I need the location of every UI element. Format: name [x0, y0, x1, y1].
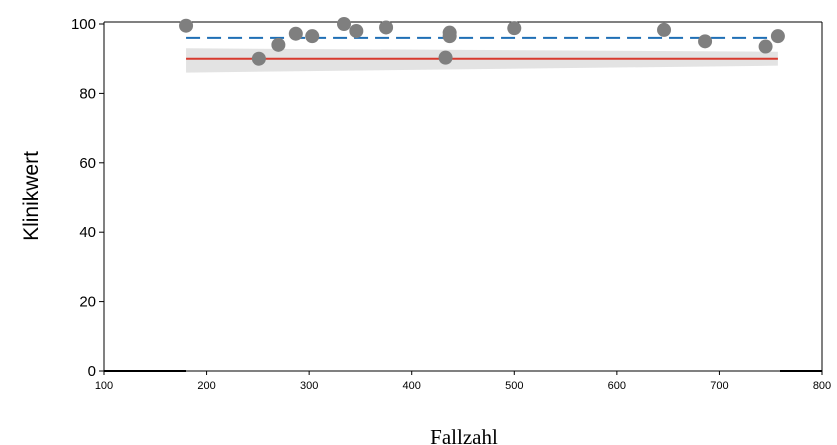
data-point-3	[288, 26, 303, 41]
y-tick-label-40: 40	[79, 224, 96, 241]
y-tick-layer: 0 20 40 60 80 100	[71, 16, 104, 380]
x-tick-label-600: 600	[608, 380, 626, 392]
y-tick-label-0: 0	[88, 363, 96, 380]
x-tick-layer: 100 200 300 400 500 600 700 800	[95, 371, 831, 392]
data-point-0	[179, 18, 194, 33]
data-point-14	[758, 39, 773, 54]
x-tick-label-300: 300	[300, 380, 318, 392]
reference-line-layer	[186, 36, 778, 60]
y-tick-label-100: 100	[71, 16, 96, 33]
data-point-4	[305, 29, 320, 44]
data-point-10	[442, 29, 457, 44]
y-tick-label-60: 60	[79, 155, 96, 172]
confidence-band	[186, 48, 778, 73]
data-point-1	[251, 51, 266, 66]
x-tick-label-700: 700	[710, 380, 728, 392]
data-point-12	[657, 22, 672, 37]
data-point-11	[507, 21, 522, 36]
x-axis-label: Fallzahl	[430, 425, 498, 445]
data-point-6	[349, 23, 364, 38]
data-point-8	[438, 50, 453, 65]
x-tick-label-500: 500	[505, 380, 523, 392]
data-point-15	[770, 29, 785, 44]
data-point-layer	[179, 17, 785, 66]
confidence-band-layer	[186, 48, 778, 73]
x-tick-label-800: 800	[813, 380, 831, 392]
x-tick-label-200: 200	[197, 380, 215, 392]
data-point-2	[271, 37, 286, 52]
x-tick-label-400: 400	[403, 380, 421, 392]
data-point-7	[379, 20, 394, 35]
plot-frame	[103, 21, 823, 372]
y-tick-label-80: 80	[79, 85, 96, 102]
data-point-5	[337, 17, 352, 31]
x-tick-label-100: 100	[95, 380, 113, 392]
data-point-13	[698, 34, 713, 49]
y-axis-label: Klinikwert	[20, 151, 43, 241]
y-tick-label-20: 20	[79, 294, 96, 311]
